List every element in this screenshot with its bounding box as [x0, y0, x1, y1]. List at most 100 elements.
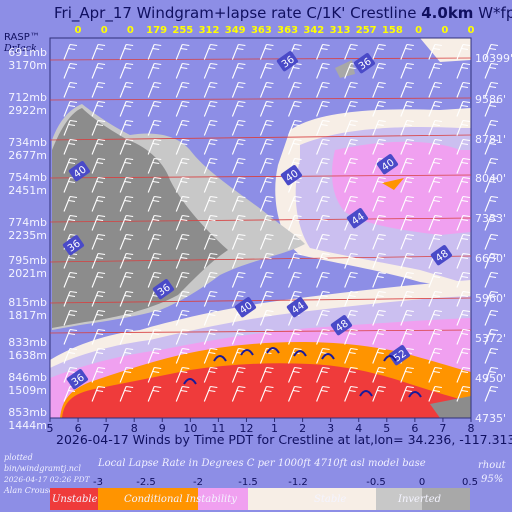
wind-barb — [259, 290, 274, 307]
plotter-name: Alan Crouse — [3, 486, 54, 495]
wind-barb — [316, 309, 330, 326]
altitude-ft-label: 4950' — [475, 372, 506, 385]
wind-barb — [316, 385, 330, 402]
wind-barb — [231, 271, 246, 288]
wind-barb — [372, 100, 386, 117]
wind-barb — [231, 328, 246, 345]
wind-barb — [316, 252, 330, 269]
wind-barb — [288, 271, 302, 288]
wind-barb — [316, 328, 330, 345]
thermal-marker — [359, 390, 373, 397]
wind-barb — [344, 328, 358, 345]
pressure-label: 795mb — [8, 254, 47, 267]
wind-barb — [175, 366, 190, 383]
pressure-gridline — [49, 329, 472, 334]
wind-barb — [231, 43, 246, 60]
wind-barb — [288, 290, 302, 307]
wind-barb — [63, 100, 78, 117]
time-tick-label: 8 — [131, 422, 138, 435]
wind-barb — [400, 290, 414, 307]
wind-barb — [428, 43, 442, 60]
altitude-m-label: 1817m — [8, 309, 47, 322]
wind-barb — [344, 176, 358, 193]
wind-barb — [147, 347, 162, 364]
wind-barb — [203, 309, 218, 326]
altitude-ft-label: 6630' — [475, 252, 506, 265]
wind-barb — [484, 43, 499, 60]
wind-barb — [91, 347, 106, 364]
wind-barb — [259, 385, 274, 402]
wind-barb — [344, 195, 358, 212]
altitude-m-label: 2021m — [8, 267, 47, 280]
wind-barb — [203, 176, 218, 193]
time-tick-label: 8 — [468, 422, 475, 435]
wind-barb — [259, 43, 274, 60]
wind-barb — [147, 233, 162, 250]
wind-barb — [456, 309, 471, 326]
time-tick-label: 2 — [299, 422, 306, 435]
wind-barb — [175, 138, 190, 155]
wind-barb — [259, 176, 274, 193]
altitude-ft-label: 5960' — [475, 292, 506, 305]
wind-barb — [63, 309, 78, 326]
wind-barb — [456, 195, 471, 212]
thermal-marker — [293, 350, 307, 357]
wind-barb — [316, 176, 330, 193]
wind-barb — [428, 138, 442, 155]
wind-barb — [372, 62, 386, 79]
wind-barb — [288, 81, 302, 98]
wind-barb — [231, 195, 246, 212]
plot-info: plotted bin/windgramtj.ncl 2026-04-17 02… — [3, 453, 91, 495]
wind-barb — [147, 119, 162, 136]
rhout-value: 95% — [481, 474, 503, 485]
wind-barb — [372, 271, 386, 288]
wind-barb — [484, 119, 499, 136]
wind-barb — [231, 138, 246, 155]
legend-swatch — [422, 488, 470, 510]
wind-barb — [316, 62, 330, 79]
wind-barb — [259, 157, 274, 174]
wind-barb — [231, 119, 246, 136]
wind-barb — [484, 366, 499, 383]
wind-barb — [288, 119, 302, 136]
wind-barb — [259, 119, 274, 136]
wind-barb — [203, 328, 218, 345]
altitude-m-label: 1444m — [8, 419, 47, 432]
wind-barb — [175, 43, 190, 60]
wind-barb — [456, 271, 471, 288]
wind-barb — [175, 328, 190, 345]
wind-barb — [400, 62, 414, 79]
wind-barb — [119, 81, 134, 98]
wind-barb — [484, 385, 499, 402]
w-star-value: 179 — [146, 25, 167, 36]
wind-barb — [203, 157, 218, 174]
wind-barb — [344, 43, 358, 60]
wind-barb — [259, 195, 274, 212]
wind-barb — [456, 366, 471, 383]
wind-barb — [203, 119, 218, 136]
wind-barb — [344, 81, 358, 98]
pressure-label: 815mb — [8, 296, 47, 309]
brand-author: DrJack — [3, 43, 37, 54]
wind-barb — [91, 62, 106, 79]
wind-barb — [372, 43, 386, 60]
wind-barb — [91, 138, 106, 155]
wind-barb — [119, 385, 134, 402]
wind-barb — [147, 195, 162, 212]
wind-barb — [119, 214, 134, 231]
wind-barb — [231, 176, 246, 193]
plotted-label: plotted — [4, 453, 33, 462]
thermal-marker — [240, 349, 254, 356]
wind-barb — [288, 233, 302, 250]
wind-barb — [288, 100, 302, 117]
wind-barb — [119, 271, 134, 288]
wind-barb — [428, 328, 442, 345]
wind-barb — [91, 309, 106, 326]
legend-swatch — [50, 488, 98, 510]
altitude-m-label: 2235m — [8, 229, 47, 242]
wind-barb — [372, 252, 386, 269]
wind-barb — [344, 100, 358, 117]
wind-barb — [147, 138, 162, 155]
w-star-value: 0 — [468, 25, 475, 36]
